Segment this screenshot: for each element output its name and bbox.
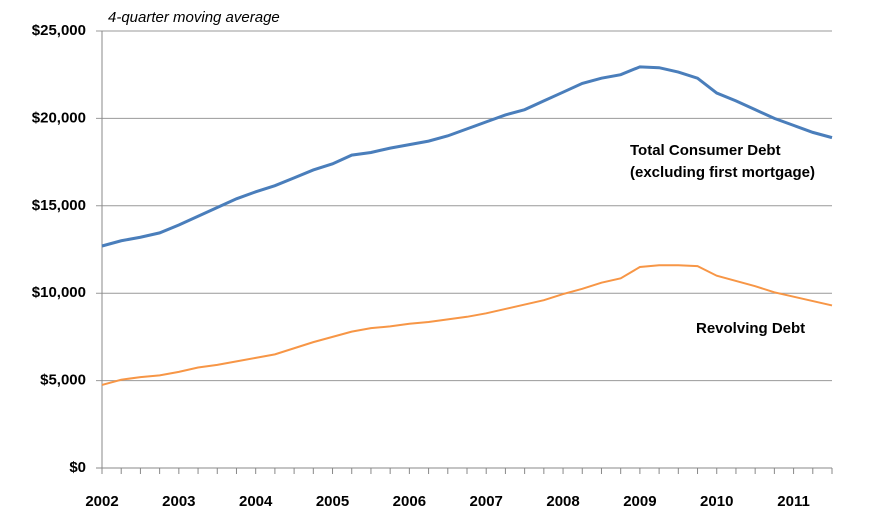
x-tick-label: 2003 (162, 493, 195, 510)
y-tick-label: $10,000 (32, 284, 86, 301)
y-tick-label: $20,000 (32, 109, 86, 126)
y-tick-label: $15,000 (32, 197, 86, 214)
x-tick-label: 2007 (470, 493, 503, 510)
series-label: Total Consumer Debt (excluding first mor… (630, 142, 816, 181)
series-label: Revolving Debt (696, 320, 806, 337)
x-tick-label: 2010 (700, 493, 733, 510)
series-line (101, 65, 833, 248)
y-tick-label: $5,000 (40, 372, 86, 389)
annotation: 4-quarter moving average (108, 9, 280, 26)
x-tick-label: 2005 (316, 493, 349, 510)
y-tick-label: $0 (69, 459, 86, 476)
y-tick-label: $25,000 (32, 22, 86, 39)
series-line (101, 264, 833, 386)
x-tick-label: 2004 (239, 493, 273, 510)
x-tick-label: 2008 (546, 493, 579, 510)
x-tick-label: 2011 (777, 493, 810, 510)
x-tick-label: 2002 (85, 493, 118, 510)
x-tick-label: 2009 (623, 493, 656, 510)
x-tick-label: 2006 (393, 493, 426, 510)
